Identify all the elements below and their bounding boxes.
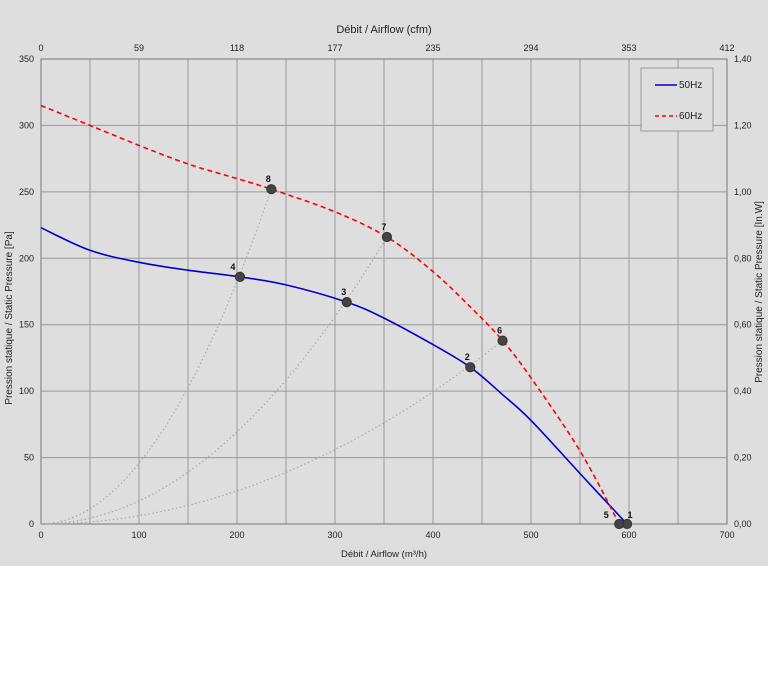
system-curve bbox=[40, 340, 503, 525]
y-tick-label: 100 bbox=[19, 386, 34, 396]
x-tick-label: 500 bbox=[523, 530, 538, 540]
operating-point-marker bbox=[465, 362, 476, 373]
left-axis-title: Pression statique / Static Pressure [Pa] bbox=[4, 231, 15, 405]
y-tick-label: 0 bbox=[29, 519, 34, 529]
y-tick-label: 350 bbox=[19, 54, 34, 64]
operating-point-label: 3 bbox=[341, 287, 346, 297]
x-tick-label: 600 bbox=[621, 530, 636, 540]
operating-point-label: 8 bbox=[266, 174, 271, 184]
top-axis-title: Débit / Airflow (cfm) bbox=[336, 24, 431, 36]
right-tick-label: 0,60 bbox=[734, 320, 752, 330]
right-tick-label: 1,20 bbox=[734, 120, 752, 130]
operating-point-label: 7 bbox=[381, 222, 386, 232]
right-tick-label: 0,20 bbox=[734, 453, 752, 463]
top-tick-label: 0 bbox=[38, 43, 43, 53]
top-tick-label: 235 bbox=[425, 43, 440, 53]
operating-point-marker bbox=[341, 297, 352, 308]
operating-point-marker bbox=[381, 231, 393, 243]
legend-60hz-label: 60Hz bbox=[679, 111, 702, 122]
right-tick-label: 0,80 bbox=[734, 253, 752, 263]
top-tick-label: 353 bbox=[621, 43, 636, 53]
y-tick-label: 250 bbox=[19, 187, 34, 197]
top-tick-label: 412 bbox=[719, 43, 734, 53]
operating-point-label: 2 bbox=[465, 352, 470, 362]
x-tick-label: 100 bbox=[131, 530, 146, 540]
grid bbox=[40, 58, 728, 525]
top-tick-label: 294 bbox=[523, 43, 538, 53]
x-tick-label: 200 bbox=[229, 530, 244, 540]
series-line-60hz bbox=[40, 104, 620, 525]
right-tick-label: 1,00 bbox=[734, 187, 752, 197]
x-tick-label: 300 bbox=[327, 530, 342, 540]
legend: 50Hz 60Hz bbox=[640, 67, 714, 132]
operating-point-marker bbox=[234, 271, 246, 282]
right-tick-label: 0,00 bbox=[734, 519, 752, 529]
legend-box bbox=[640, 67, 714, 132]
x-tick-label: 700 bbox=[719, 530, 734, 540]
operating-point-label: 4 bbox=[230, 262, 235, 272]
y-tick-label: 50 bbox=[24, 453, 34, 463]
y-tick-label: 200 bbox=[19, 253, 34, 263]
operating-point-label: 6 bbox=[497, 326, 502, 336]
right-tick-label: 1,40 bbox=[734, 54, 752, 64]
right-tick-label: 0,40 bbox=[734, 386, 752, 396]
y-tick-label: 150 bbox=[19, 320, 34, 330]
x-tick-label: 400 bbox=[425, 530, 440, 540]
y-tick-label: 300 bbox=[19, 120, 34, 130]
right-axis-title: Pression statique / Static Pressure [In.… bbox=[754, 201, 765, 383]
x-tick-label: 0 bbox=[38, 530, 43, 540]
system-curves bbox=[40, 189, 503, 525]
operating-point-marker bbox=[266, 184, 277, 195]
series-lines bbox=[40, 104, 628, 525]
operating-point-label: 1 bbox=[628, 510, 633, 520]
operating-point-label: 5 bbox=[604, 510, 609, 520]
top-tick-label: 118 bbox=[230, 43, 244, 53]
top-tick-label: 59 bbox=[134, 43, 144, 53]
plot-border bbox=[40, 58, 728, 525]
legend-50hz-label: 50Hz bbox=[679, 80, 702, 91]
operating-points: 1 2 3 4 5 6 7 8 bbox=[230, 174, 633, 530]
top-tick-label: 177 bbox=[327, 43, 342, 53]
operating-point-marker bbox=[497, 335, 508, 346]
bottom-axis-title: Débit / Airflow (m³/h) bbox=[341, 549, 427, 560]
series-line-50hz bbox=[40, 226, 628, 525]
operating-point-marker bbox=[614, 518, 625, 530]
